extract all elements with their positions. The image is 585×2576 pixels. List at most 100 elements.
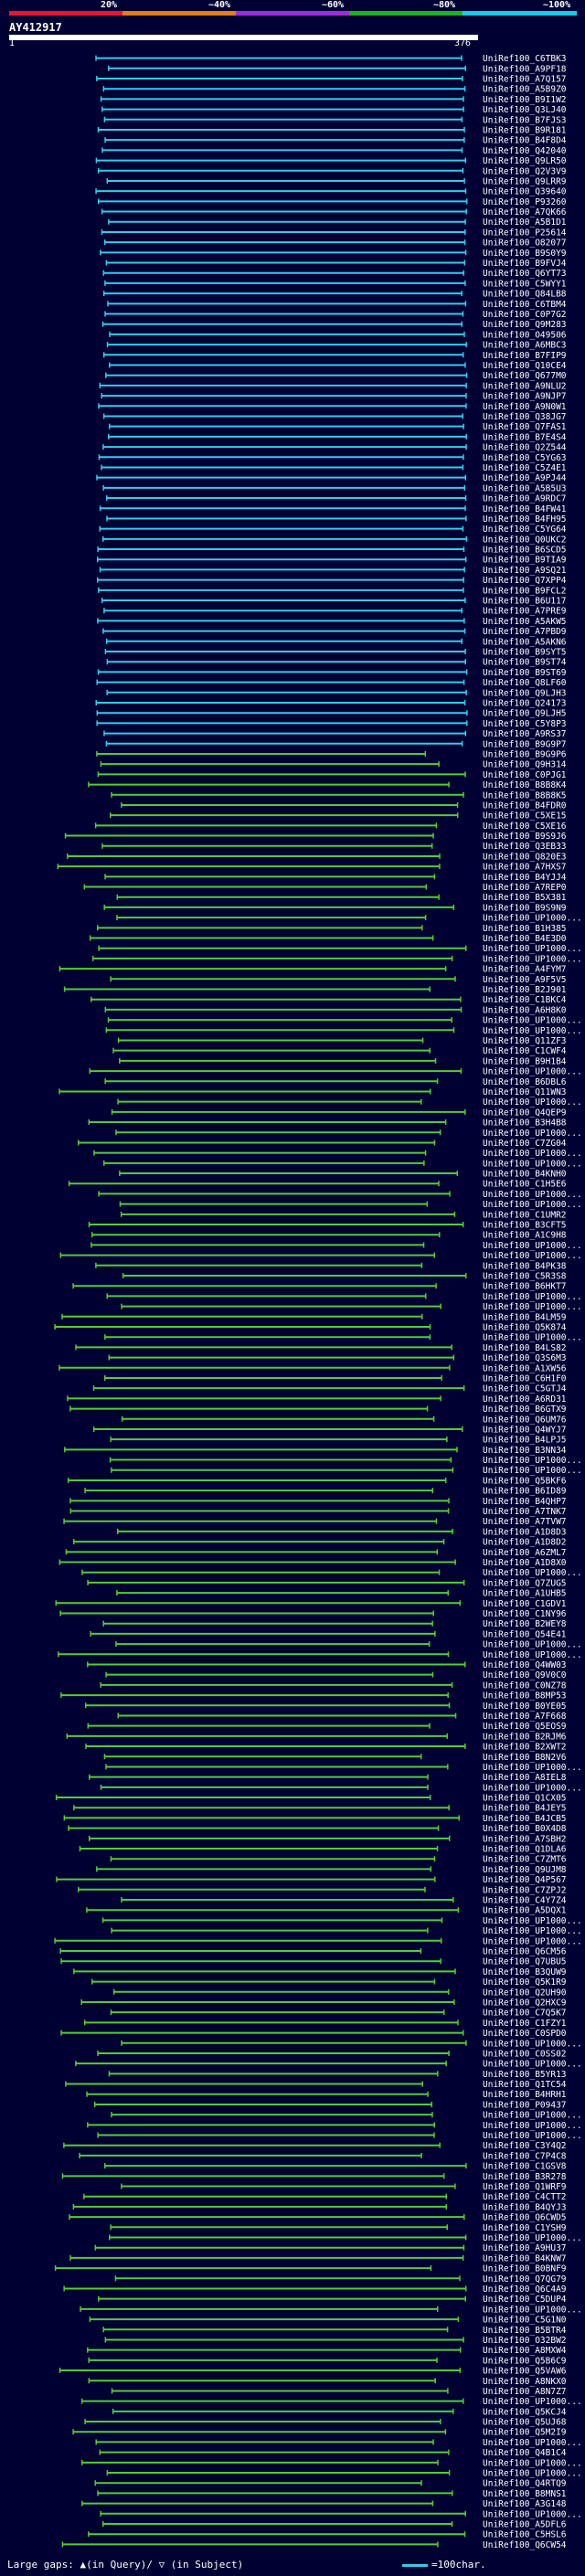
hit-row[interactable]: UniRef100_A5DFL6 bbox=[102, 2520, 567, 2530]
hit-row[interactable]: UniRef100_UP1000... bbox=[58, 1650, 582, 1660]
hit-row[interactable]: UniRef100_A6MBC3 bbox=[106, 341, 567, 351]
hit-label[interactable]: UniRef100_C3Y4Q2 bbox=[483, 2141, 567, 2151]
hit-row[interactable]: UniRef100_C1GDV1 bbox=[55, 1599, 567, 1609]
hit-row[interactable]: UniRef100_Q4QEP9 bbox=[111, 1108, 567, 1118]
hit-label[interactable]: UniRef100_B6U117 bbox=[483, 597, 567, 607]
hit-label[interactable]: UniRef100_A9N0W1 bbox=[483, 402, 567, 412]
hit-row[interactable]: UniRef100_C0PJG1 bbox=[97, 770, 567, 780]
hit-row[interactable]: UniRef100_B4HRH1 bbox=[86, 2090, 567, 2100]
hit-label[interactable]: UniRef100_Q6CM56 bbox=[483, 1946, 567, 1956]
hit-label[interactable]: UniRef100_A9PF18 bbox=[483, 64, 567, 74]
hit-row[interactable]: UniRef100_Q5UJ68 bbox=[84, 2418, 567, 2428]
hit-row[interactable]: UniRef100_B9R181 bbox=[97, 125, 567, 135]
hit-label[interactable]: UniRef100_A1XW56 bbox=[483, 1363, 567, 1373]
hit-label[interactable]: UniRef100_B4KNW7 bbox=[483, 2253, 567, 2263]
hit-row[interactable]: UniRef100_B8MP53 bbox=[60, 1691, 567, 1701]
hit-row[interactable]: UniRef100_C0SS02 bbox=[97, 2049, 567, 2059]
hit-row[interactable]: UniRef100_Q5KCJ4 bbox=[112, 2407, 567, 2417]
hit-row[interactable]: UniRef100_A9RS37 bbox=[103, 729, 567, 739]
hit-label[interactable]: UniRef100_UP1000... bbox=[483, 1149, 582, 1159]
hit-label[interactable]: UniRef100_UP1000... bbox=[483, 944, 582, 954]
hit-label[interactable]: UniRef100_Q1WRF9 bbox=[483, 2182, 567, 2192]
hit-label[interactable]: UniRef100_UP1000... bbox=[483, 1241, 582, 1251]
hit-row[interactable]: UniRef100_C1UMR2 bbox=[120, 1210, 567, 1220]
hit-label[interactable]: UniRef100_A7REP0 bbox=[483, 883, 567, 893]
hit-row[interactable]: UniRef100_Q1DLA6 bbox=[79, 1845, 567, 1855]
hit-row[interactable]: UniRef100_Q4WYJ7 bbox=[92, 1425, 567, 1435]
hit-row[interactable]: UniRef100_O82077 bbox=[103, 239, 567, 249]
hit-label[interactable]: UniRef100_C5Z4E1 bbox=[483, 463, 567, 473]
hit-row[interactable]: UniRef100_C0NZ78 bbox=[100, 1680, 567, 1691]
hit-row[interactable]: UniRef100_B5X381 bbox=[116, 893, 567, 903]
hit-label[interactable]: UniRef100_Q1CX05 bbox=[483, 1794, 567, 1804]
hit-row[interactable]: UniRef100_B3CFT5 bbox=[88, 1221, 567, 1231]
hit-row[interactable]: UniRef100_Q4WW03 bbox=[87, 1660, 567, 1670]
hit-row[interactable]: UniRef100_Q10CE4 bbox=[109, 361, 567, 371]
hit-row[interactable]: UniRef100_B4YJJ4 bbox=[104, 873, 567, 883]
hit-row[interactable]: UniRef100_Q7UBU5 bbox=[60, 1957, 567, 1967]
hit-label[interactable]: UniRef100_B9G9P6 bbox=[483, 749, 567, 759]
hit-label[interactable]: UniRef100_Q5EOS9 bbox=[483, 1722, 567, 1732]
hit-label[interactable]: UniRef100_UP1000... bbox=[483, 1456, 582, 1466]
hit-row[interactable]: UniRef100_Q5VAW6 bbox=[58, 2367, 567, 2377]
hit-row[interactable]: UniRef100_C4CTT2 bbox=[83, 2192, 567, 2202]
hit-row[interactable]: UniRef100_B2J901 bbox=[63, 985, 567, 995]
hit-label[interactable]: UniRef100_A5B9Z0 bbox=[483, 85, 567, 95]
hit-row[interactable]: UniRef100_C7ZMT6 bbox=[110, 1855, 567, 1865]
hit-row[interactable]: UniRef100_A7Q157 bbox=[96, 74, 567, 84]
hit-label[interactable]: UniRef100_C1GDV1 bbox=[483, 1599, 567, 1609]
hit-row[interactable]: UniRef100_UP1000... bbox=[87, 2121, 582, 2131]
hit-label[interactable]: UniRef100_UP1000... bbox=[483, 1466, 582, 1476]
hit-row[interactable]: UniRef100_C7ZG04 bbox=[78, 1139, 567, 1149]
hit-label[interactable]: UniRef100_B4E3D0 bbox=[483, 934, 567, 944]
hit-row[interactable]: UniRef100_A7HXS7 bbox=[57, 863, 567, 873]
hit-row[interactable]: UniRef100_B6U117 bbox=[101, 597, 567, 607]
hit-row[interactable]: UniRef100_UP1000... bbox=[100, 2509, 582, 2519]
hit-label[interactable]: UniRef100_B4JEY5 bbox=[483, 1804, 567, 1814]
hit-row[interactable]: UniRef100_A7REP0 bbox=[83, 883, 567, 893]
hit-label[interactable]: UniRef100_B4FH95 bbox=[483, 514, 567, 525]
hit-label[interactable]: UniRef100_Q38JG7 bbox=[483, 412, 567, 422]
hit-label[interactable]: UniRef100_C1UMR2 bbox=[483, 1210, 567, 1220]
hit-label[interactable]: UniRef100_C1YSH9 bbox=[483, 2223, 567, 2233]
hit-label[interactable]: UniRef100_Q7XPP4 bbox=[483, 576, 567, 586]
hit-label[interactable]: UniRef100_B3R278 bbox=[483, 2172, 567, 2182]
hit-label[interactable]: UniRef100_B9G9P7 bbox=[483, 739, 567, 749]
hit-row[interactable]: UniRef100_B4LPJ5 bbox=[110, 1436, 567, 1446]
hit-row[interactable]: UniRef100_B9ST74 bbox=[106, 658, 567, 668]
hit-row[interactable]: UniRef100_UP1000... bbox=[75, 2060, 582, 2070]
hit-label[interactable]: UniRef100_C7ZMT6 bbox=[483, 1855, 567, 1865]
hit-row[interactable]: UniRef100_C7P4C8 bbox=[79, 2151, 567, 2161]
hit-row[interactable]: UniRef100_C7ZPJ2 bbox=[78, 1885, 567, 1895]
hit-label[interactable]: UniRef100_A5DQX1 bbox=[483, 1906, 567, 1916]
hit-label[interactable]: UniRef100_Q4RTQ9 bbox=[483, 2479, 567, 2489]
hit-row[interactable]: UniRef100_A9NLU2 bbox=[99, 381, 567, 391]
hit-label[interactable]: UniRef100_P25614 bbox=[483, 228, 567, 238]
hit-row[interactable]: UniRef100_Q677M0 bbox=[105, 371, 567, 381]
hit-row[interactable]: UniRef100_B4JCB5 bbox=[63, 1814, 567, 1824]
hit-row[interactable]: UniRef100_A5B5U3 bbox=[102, 483, 567, 493]
hit-label[interactable]: UniRef100_B3QUW9 bbox=[483, 1967, 567, 1977]
hit-row[interactable]: UniRef100_A9HU37 bbox=[94, 2243, 567, 2253]
hit-label[interactable]: UniRef100_Q11ZF3 bbox=[483, 1036, 567, 1046]
hit-row[interactable]: UniRef100_Q6UM76 bbox=[121, 1415, 567, 1425]
hit-row[interactable]: UniRef100_UP1000... bbox=[111, 1466, 582, 1476]
hit-label[interactable]: UniRef100_B8MP53 bbox=[483, 1691, 567, 1701]
hit-label[interactable]: UniRef100_C6H1F0 bbox=[483, 1373, 567, 1383]
hit-row[interactable]: UniRef100_C6TBM4 bbox=[107, 300, 567, 310]
hit-row[interactable]: UniRef100_Q7FAS1 bbox=[108, 422, 567, 432]
hit-label[interactable]: UniRef100_Q5K1R9 bbox=[483, 1977, 567, 1988]
hit-label[interactable]: UniRef100_B9H1B4 bbox=[483, 1056, 567, 1066]
hit-row[interactable]: UniRef100_UP1000... bbox=[107, 1016, 582, 1026]
hit-label[interactable]: UniRef100_C0PJG1 bbox=[483, 770, 567, 780]
hit-label[interactable]: UniRef100_Q820E3 bbox=[483, 852, 567, 862]
hit-row[interactable]: UniRef100_UP1000... bbox=[111, 1926, 582, 1936]
hit-row[interactable]: UniRef100_Q9UJM8 bbox=[96, 1865, 567, 1875]
hit-row[interactable]: UniRef100_P93260 bbox=[98, 197, 567, 207]
hit-label[interactable]: UniRef100_UP1000... bbox=[483, 1016, 582, 1026]
hit-label[interactable]: UniRef100_UP1000... bbox=[483, 1333, 582, 1343]
hit-row[interactable]: UniRef100_B2RJM6 bbox=[66, 1732, 567, 1742]
hit-row[interactable]: UniRef100_Q5B6C9 bbox=[88, 2356, 567, 2366]
hit-label[interactable]: UniRef100_Q0UKC2 bbox=[483, 535, 567, 545]
hit-row[interactable]: UniRef100_Q24173 bbox=[95, 698, 567, 708]
